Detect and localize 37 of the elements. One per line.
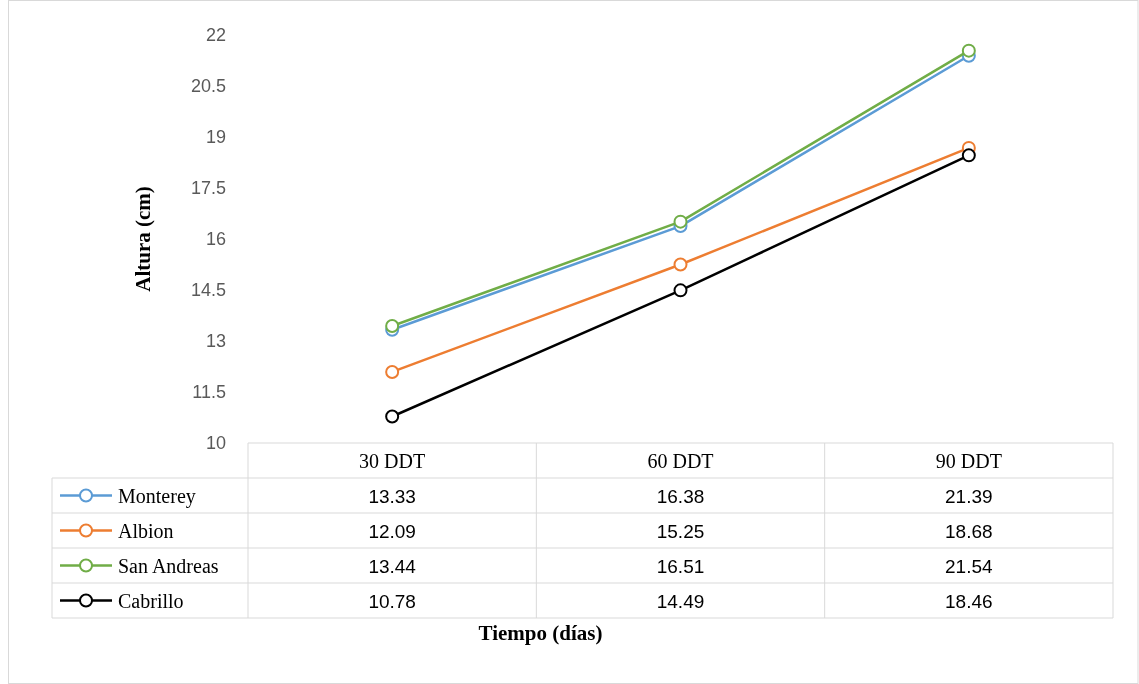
y-tick-label: 13 xyxy=(205,331,226,352)
text: Tiempo (días) xyxy=(478,621,603,645)
y-tick-label: 20.5 xyxy=(190,76,226,97)
point xyxy=(673,283,688,298)
legend-label: Albion xyxy=(118,519,174,542)
x-tick-label: 90 DDT xyxy=(935,449,1002,472)
data-label: 13.33 xyxy=(368,485,416,507)
data-label: 10.78 xyxy=(368,590,416,612)
point xyxy=(961,43,976,58)
point xyxy=(673,257,688,272)
y-tick-label: 11.5 xyxy=(192,382,226,403)
y-tick-label: 19 xyxy=(205,127,226,148)
point xyxy=(385,364,400,379)
y-tick-label: 10 xyxy=(205,433,226,454)
data-label: 13.44 xyxy=(368,555,417,577)
y-axis-title: Altura (cm) xyxy=(131,186,155,292)
data-label: 21.39 xyxy=(945,485,993,507)
y-tick-label: 22 xyxy=(205,25,226,46)
y-tick-label: 16 xyxy=(205,229,226,250)
data-label: 18.46 xyxy=(945,590,993,612)
data-label: 16.38 xyxy=(656,485,705,507)
data-label: 16.51 xyxy=(656,555,705,577)
point xyxy=(385,409,400,424)
legend-label: Monterey xyxy=(118,484,196,508)
y-tick-label: 14.5 xyxy=(190,280,226,301)
data-label: 14.49 xyxy=(656,590,705,612)
data-label: 15.25 xyxy=(656,520,705,542)
x-tick-label: 30 DDT xyxy=(359,449,426,472)
data-label: 18.68 xyxy=(945,520,993,542)
x-tick-label: 60 DDT xyxy=(647,449,714,472)
legend-label: Cabrillo xyxy=(118,589,184,612)
point xyxy=(961,148,976,163)
data-label: 12.09 xyxy=(368,520,416,542)
y-tick-label: 17.5 xyxy=(190,178,226,199)
point xyxy=(673,214,688,229)
legend-label: San Andreas xyxy=(118,554,219,577)
data-label: 21.54 xyxy=(945,555,994,577)
